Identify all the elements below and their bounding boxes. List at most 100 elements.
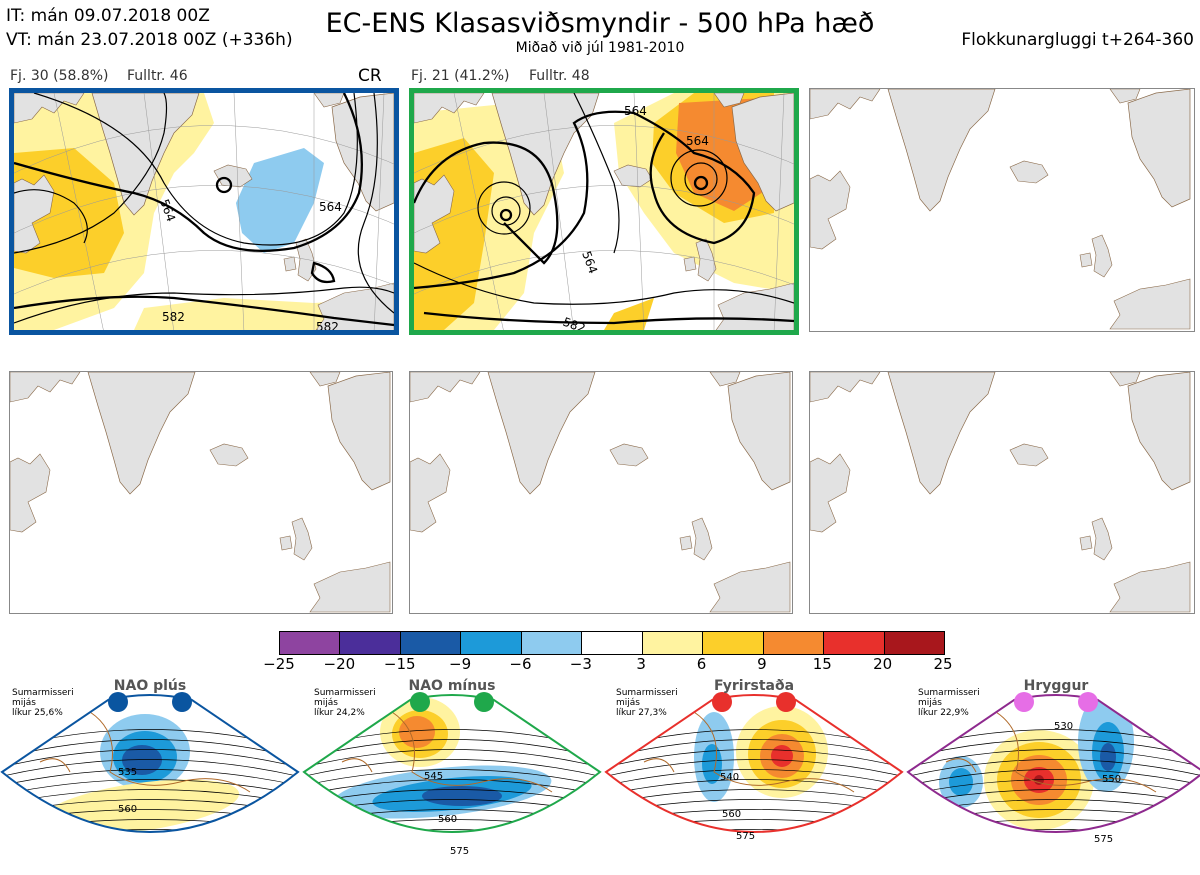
regime-dot bbox=[1078, 692, 1098, 712]
colorbar-swatch bbox=[461, 632, 522, 654]
colorbar-tick-label: −9 bbox=[449, 655, 472, 673]
regime-coastline bbox=[945, 758, 977, 773]
contour-label: 564 bbox=[319, 200, 342, 214]
contour-label: 582 bbox=[162, 310, 185, 324]
empty-map-chart bbox=[410, 372, 791, 613]
regime-title: NAO mínus bbox=[409, 678, 496, 694]
colorbar-tick-label: −6 bbox=[509, 655, 532, 673]
regime-contour bbox=[304, 749, 600, 771]
cluster-2-map: 564 564 564 582 bbox=[409, 88, 799, 335]
colorbar-tick-label: 25 bbox=[933, 655, 953, 673]
regime-coastline bbox=[89, 711, 251, 793]
regime-contour-label: 540 bbox=[720, 772, 739, 783]
regime-diagram: 545 560 575 NAO mínus Sumarmisserimijáslíkur… bbox=[302, 678, 602, 857]
regime-anomaly-area bbox=[399, 716, 435, 748]
regime-title: Hryggur bbox=[1024, 678, 1089, 694]
regime-dot bbox=[474, 692, 494, 712]
regime-coastline bbox=[39, 758, 71, 773]
colorbar-swatch bbox=[582, 632, 643, 654]
regime-contour-label: 575 bbox=[736, 831, 755, 842]
regime-dot bbox=[712, 692, 732, 712]
colorbar-tick-label: −3 bbox=[569, 655, 592, 673]
regime-contour bbox=[606, 749, 902, 771]
regime-contour bbox=[606, 769, 902, 789]
regime-anomaly-area bbox=[1100, 743, 1116, 771]
colorbar-tick-label: 3 bbox=[636, 655, 646, 673]
colorbar-tick-label: 20 bbox=[873, 655, 893, 673]
regime-contour bbox=[606, 759, 902, 780]
colorbar-swatch bbox=[703, 632, 764, 654]
regime-frame bbox=[302, 694, 602, 833]
regime-contour bbox=[304, 769, 600, 789]
regime-frame bbox=[906, 694, 1200, 833]
cluster-2-count: Fj. 21 (41.2%) bbox=[411, 68, 510, 84]
regime-contour bbox=[896, 840, 1200, 852]
regime-contour-label: 530 bbox=[1054, 721, 1073, 732]
regime-contour bbox=[2, 759, 298, 780]
colorbar-swatch bbox=[642, 632, 704, 654]
regime-info: mijás bbox=[918, 698, 942, 708]
empty-map-chart bbox=[810, 89, 1191, 330]
empty-map-chart bbox=[10, 372, 391, 613]
regime-anomaly-area bbox=[702, 744, 722, 784]
regime-dot bbox=[776, 692, 796, 712]
classification-window: Flokkunargluggi t+264-360 bbox=[961, 30, 1194, 50]
regime-contour-label: 560 bbox=[438, 814, 457, 825]
colorbar bbox=[279, 631, 945, 655]
regime-anomaly-area bbox=[949, 768, 973, 796]
regime-diagram: 540 560 575 Fyrirstaða Sumarmisserimijáslíku… bbox=[604, 678, 904, 842]
regime-info: Sumarmisseri bbox=[314, 688, 376, 698]
regime-contour-label: 545 bbox=[424, 771, 443, 782]
regime-anomaly-area bbox=[422, 786, 502, 806]
regime-contour bbox=[908, 769, 1200, 789]
regime-anomaly-area bbox=[40, 779, 240, 832]
cluster-2-representative: Fulltr. 48 bbox=[529, 68, 590, 84]
colorbar-swatch bbox=[824, 632, 885, 654]
regime-dot bbox=[172, 692, 192, 712]
contour-label: 582 bbox=[316, 320, 339, 330]
regime-contour bbox=[2, 779, 298, 798]
empty-map-panel bbox=[809, 371, 1195, 614]
page-subtitle: Miðað við júl 1981-2010 bbox=[515, 40, 685, 56]
regime-title: NAO plús bbox=[114, 678, 186, 694]
regime-title: Fyrirstaða bbox=[714, 678, 794, 694]
colorbar-swatch bbox=[400, 632, 462, 654]
header-dates: IT: mán 09.07.2018 00Z VT: mán 23.07.201… bbox=[6, 4, 293, 52]
regime-coastline bbox=[643, 758, 675, 773]
regime-info: mijás bbox=[616, 698, 640, 708]
regime-coastline bbox=[341, 758, 373, 773]
cluster-1-tag: CR bbox=[358, 66, 382, 86]
regime-dot bbox=[410, 692, 430, 712]
colorbar-ticks: −25 −20 −15 −9 −6 −3 3 6 9 15 20 25 bbox=[259, 655, 963, 675]
regime-info: líkur 25,6% bbox=[12, 708, 63, 718]
regime-info: mijás bbox=[314, 698, 338, 708]
regime-info: líkur 24,2% bbox=[314, 708, 365, 718]
regime-contour bbox=[304, 759, 600, 780]
empty-map-panel bbox=[9, 371, 393, 614]
colorbar-swatch bbox=[521, 632, 583, 654]
colorbar-tick-label: 15 bbox=[812, 655, 832, 673]
regime-contour bbox=[2, 829, 298, 832]
regime-anomaly-area bbox=[771, 745, 793, 767]
regime-contour-label: 550 bbox=[1102, 774, 1121, 785]
regime-info: Sumarmisseri bbox=[12, 688, 74, 698]
regime-coastline bbox=[693, 711, 855, 793]
colorbar-swatch bbox=[280, 632, 341, 654]
colorbar-tick-label: 9 bbox=[757, 655, 767, 673]
colorbar-tick-label: −15 bbox=[383, 655, 416, 673]
regime-contour-label: 560 bbox=[722, 809, 741, 820]
contour-label: 564 bbox=[686, 134, 709, 148]
regime-info: Sumarmisseri bbox=[918, 688, 980, 698]
regime-contour-label: 575 bbox=[450, 846, 469, 857]
cluster-1-chart: 564 564 582 582 bbox=[14, 93, 394, 330]
regime-contour bbox=[908, 759, 1200, 780]
regime-contour bbox=[2, 769, 298, 789]
regime-contour bbox=[2, 749, 298, 771]
colorbar-swatch bbox=[884, 632, 944, 654]
empty-map-chart bbox=[810, 372, 1191, 613]
regime-contour bbox=[908, 749, 1200, 771]
regime-contour bbox=[304, 829, 600, 832]
regime-frame bbox=[0, 694, 300, 833]
